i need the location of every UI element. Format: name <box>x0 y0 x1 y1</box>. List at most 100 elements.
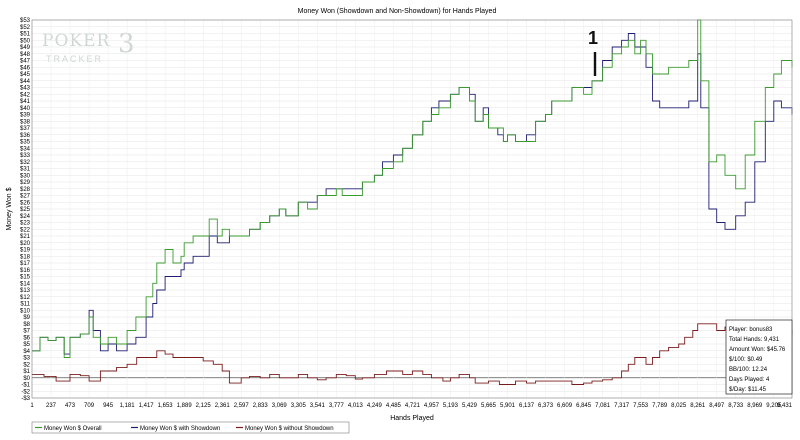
y-tick-label: $27 <box>20 194 31 200</box>
y-tick-label: $6 <box>23 335 30 341</box>
x-tick-label: 2,125 <box>196 403 212 409</box>
y-tick-label: -$3 <box>21 396 30 402</box>
x-tick-label: 5,429 <box>462 403 478 409</box>
x-tick-label: 3,541 <box>310 403 326 409</box>
stats-total-hands: Total Hands: 9,431 <box>729 337 780 343</box>
y-tick-label: $42 <box>20 92 31 98</box>
legend-frame <box>31 421 350 434</box>
x-tick-label: 2,361 <box>215 403 231 409</box>
x-tick-label: 4,721 <box>405 403 421 409</box>
series-lines <box>32 19 793 385</box>
x-tick-label: 1 <box>30 403 34 409</box>
x-tick-labels: 1 237 473 709 945 1,181 1,417 1,653 1,889 2,125 2,… <box>30 403 792 409</box>
y-tick-label: $46 <box>20 65 31 71</box>
y-tick-label: -$1 <box>21 383 30 389</box>
x-tick-label: 7,553 <box>633 403 649 409</box>
y-tick-label: $34 <box>20 146 31 152</box>
y-tick-label: $48 <box>20 52 31 58</box>
y-tick-label: $26 <box>20 200 31 206</box>
legend-label-showdown: Money Won $ with Showdown <box>140 426 220 432</box>
stats-days-played: Days Played: 4 <box>729 377 770 383</box>
watermark-suffix: 3 <box>118 29 136 59</box>
x-tick-label: 6,373 <box>538 403 554 409</box>
y-tick-label: $41 <box>20 99 31 105</box>
y-tick-label: $21 <box>20 234 31 240</box>
x-tick-label: 1,417 <box>139 403 155 409</box>
y-tick-label: $11 <box>20 302 30 308</box>
y-tick-label: $33 <box>20 153 31 159</box>
x-tick-label: 6,609 <box>557 403 573 409</box>
y-tick-label: $14 <box>20 281 31 287</box>
x-tick-label: 1,889 <box>177 403 193 409</box>
y-tick-label: $36 <box>20 133 31 139</box>
y-tick-label: $45 <box>20 72 31 78</box>
y-axis-label: Money Won $ <box>6 187 13 230</box>
y-tick-label: $3 <box>23 356 30 362</box>
y-tick-label: $37 <box>20 126 31 132</box>
y-tick-label: $24 <box>20 214 31 220</box>
x-tick-label: 1,181 <box>120 403 136 409</box>
y-tick-label: $22 <box>20 227 31 233</box>
x-tick-label: 8,025 <box>671 403 687 409</box>
y-tick-label: $29 <box>20 180 31 186</box>
y-tick-label: $44 <box>20 79 31 85</box>
gridlines <box>31 19 793 399</box>
x-tick-label: 4,249 <box>367 403 383 409</box>
x-tick-label: 7,789 <box>652 403 668 409</box>
x-tick-label: 7,081 <box>595 403 611 409</box>
x-tick-label: 8,261 <box>690 403 706 409</box>
y-tick-labels: -$3-$2-$1$0$1$2$3$4$5$6$7$8$9$10$11$12$1… <box>20 18 31 402</box>
chart-title: Money Won (Showdown and Non-Showdown) fo… <box>298 8 497 15</box>
x-tick-label: 9,205 <box>766 403 782 409</box>
stats-amount-won: Amount Won: $45.76 <box>729 347 786 353</box>
y-tick-label: $17 <box>20 261 31 267</box>
y-tick-label: $49 <box>20 45 31 51</box>
x-tick-label: 8,497 <box>709 403 725 409</box>
y-tick-label: $40 <box>20 106 31 112</box>
legend-label-nonshowdown: Money Won $ without Showdown <box>245 426 334 432</box>
y-tick-label: $20 <box>20 241 31 247</box>
watermark-line1: POKER <box>42 31 110 51</box>
y-tick-label: $5 <box>23 342 30 348</box>
y-tick-label: $0 <box>23 376 30 382</box>
x-tick-label: 8,969 <box>747 403 763 409</box>
plot-area-border <box>31 19 793 399</box>
x-tick-label: 4,013 <box>348 403 364 409</box>
stats-box-frame <box>725 319 793 395</box>
y-tick-label: $9 <box>23 315 30 321</box>
y-tick-label: $25 <box>20 207 31 213</box>
x-tick-label: 1,653 <box>158 403 174 409</box>
series-line-overall <box>32 19 793 358</box>
y-tick-label: -$2 <box>21 389 30 395</box>
y-tick-label: $52 <box>20 25 31 31</box>
x-tick-label: 9,431 <box>777 403 793 409</box>
legend-label-overall: Money Won $ Overall <box>44 426 102 432</box>
y-tick-label: $47 <box>20 59 31 65</box>
y-tick-label: $32 <box>20 160 31 166</box>
stats-per-day: $/Day: $11.45 <box>729 387 767 393</box>
x-tick-label: 3,305 <box>291 403 307 409</box>
legend: Money Won $ Overall Money Won $ with Sho… <box>31 421 350 434</box>
x-tick-label: 5,901 <box>500 403 516 409</box>
y-tick-label: $50 <box>20 38 31 44</box>
stats-box: Player: bonus83 Total Hands: 9,431 Amoun… <box>725 319 793 395</box>
y-tick-label: $12 <box>20 295 31 301</box>
y-tick-label: $8 <box>23 322 30 328</box>
y-tick-label: $1 <box>23 369 30 375</box>
x-tick-label: 3,069 <box>272 403 288 409</box>
x-axis-label: Hands Played <box>390 415 434 422</box>
stats-bb-per-100: BB/100: 12.24 <box>729 367 768 373</box>
x-tick-label: 8,733 <box>728 403 744 409</box>
x-tick-label: 4,957 <box>424 403 440 409</box>
y-tick-label: $30 <box>20 173 31 179</box>
x-tick-label: 945 <box>103 403 114 409</box>
y-tick-label: $4 <box>23 349 30 355</box>
y-tick-label: $43 <box>20 86 31 92</box>
y-tick-label: $13 <box>20 288 31 294</box>
x-tick-label: 2,597 <box>234 403 250 409</box>
y-tick-label: $53 <box>20 18 31 24</box>
y-tick-label: $2 <box>23 362 30 368</box>
y-tick-label: $16 <box>20 268 31 274</box>
y-tick-label: $51 <box>20 32 31 38</box>
